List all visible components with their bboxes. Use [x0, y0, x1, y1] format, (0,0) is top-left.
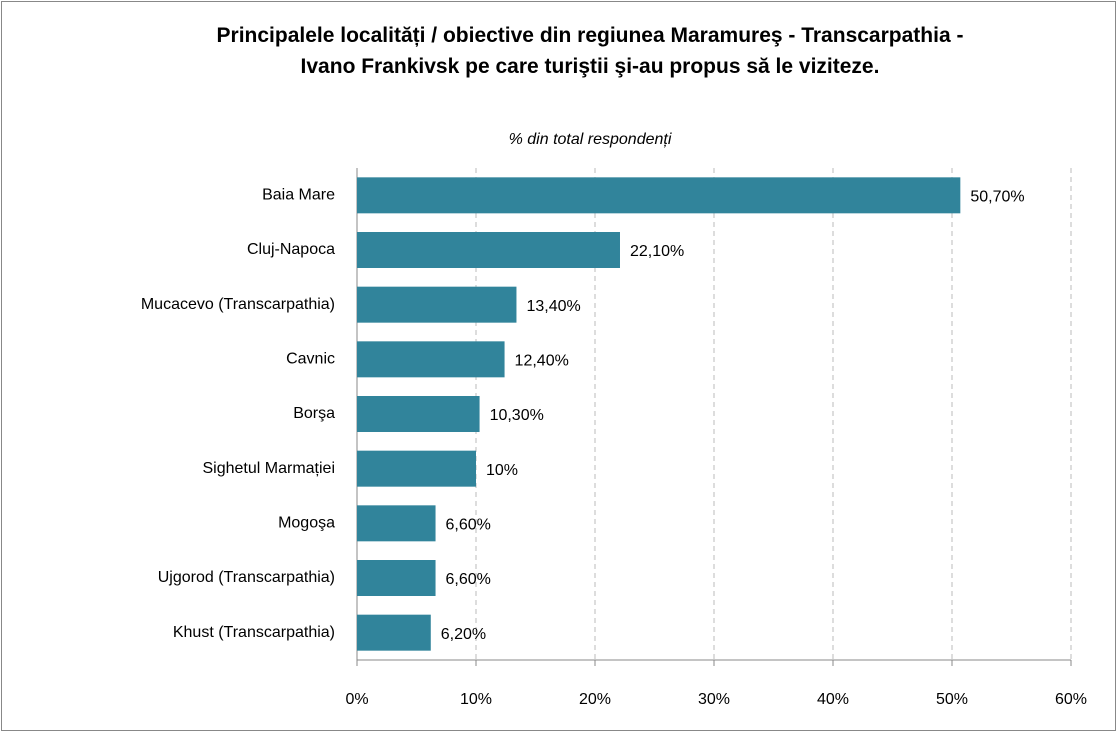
- bar: [357, 614, 431, 651]
- value-label: 13,40%: [526, 298, 580, 315]
- bar: [357, 450, 476, 487]
- x-tick-label: 10%: [460, 691, 492, 708]
- x-tick-label: 30%: [698, 691, 730, 708]
- value-label: 10,30%: [490, 407, 544, 424]
- bar: [357, 396, 480, 432]
- chart-subtitle: % din total respondenți: [508, 131, 672, 148]
- y-tick-label: Mogoşa: [278, 515, 335, 532]
- y-tick-label: Cavnic: [286, 351, 335, 368]
- y-tick-label: Sighetul Marmației: [203, 460, 336, 477]
- bar: [357, 560, 436, 596]
- y-tick-label: Khust (Transcarpathia): [173, 624, 335, 641]
- y-tick-label: Cluj-Napoca: [247, 241, 335, 258]
- value-label: 22,10%: [630, 243, 684, 260]
- bar: [357, 232, 620, 268]
- y-tick-label: Ujgorod (Transcarpathia): [158, 569, 335, 586]
- value-label: 6,60%: [446, 517, 491, 534]
- x-tick-label: 40%: [817, 691, 849, 708]
- x-tick-label: 20%: [579, 691, 611, 708]
- value-label: 10%: [486, 462, 518, 479]
- x-tick-label: 60%: [1055, 691, 1087, 708]
- value-label: 6,20%: [441, 626, 486, 643]
- bar: [357, 286, 517, 323]
- bar: [357, 177, 961, 214]
- bar: [357, 505, 436, 542]
- y-tick-label: Mucacevo (Transcarpathia): [141, 296, 335, 313]
- value-label: 50,70%: [970, 189, 1024, 206]
- x-tick-label: 50%: [936, 691, 968, 708]
- value-label: 12,40%: [515, 353, 569, 370]
- x-tick-label: 0%: [345, 691, 368, 708]
- y-tick-label: Baia Mare: [262, 187, 335, 204]
- value-label: 6,60%: [446, 571, 491, 588]
- y-tick-label: Borşa: [293, 405, 335, 422]
- chart-title: Principalele localități / obiective din …: [216, 24, 964, 78]
- bar: [357, 341, 505, 378]
